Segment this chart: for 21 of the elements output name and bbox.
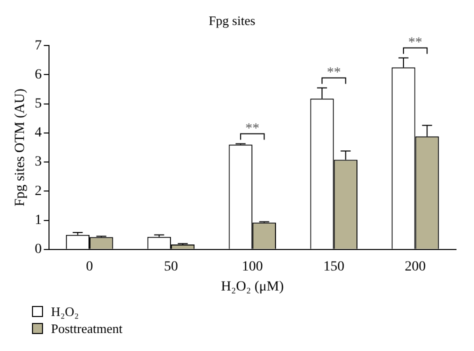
x-tick-label: 50 [164, 259, 178, 274]
x-tick-label: 200 [404, 259, 426, 274]
annotation: ** [408, 36, 422, 50]
legend-label: H₂O₂ [51, 303, 79, 320]
y-tick-label: 0 [34, 242, 42, 258]
y-tick-label: 2 [34, 184, 42, 199]
x-tick-label: 0 [86, 259, 94, 274]
chart-title: Fpg sites [208, 13, 256, 28]
y-tick-label: 4 [34, 126, 42, 141]
y-tick-label: 6 [34, 67, 42, 82]
x-axis-title: H₂O₂ (μM) [221, 279, 284, 294]
legend-label: Posttreatment [51, 320, 122, 337]
annotation: ** [326, 65, 341, 80]
y-axis-title: Fpg sites OTM (AU) [13, 88, 28, 206]
x-tick-label: 150 [323, 259, 344, 274]
y-tick-label: 7 [34, 38, 42, 54]
y-tick-label: 3 [34, 154, 42, 170]
x-tick-label: 100 [242, 259, 263, 274]
annotation: ** [245, 121, 260, 136]
y-tick-label: 5 [34, 96, 42, 112]
y-tick-label: 1 [34, 212, 42, 228]
